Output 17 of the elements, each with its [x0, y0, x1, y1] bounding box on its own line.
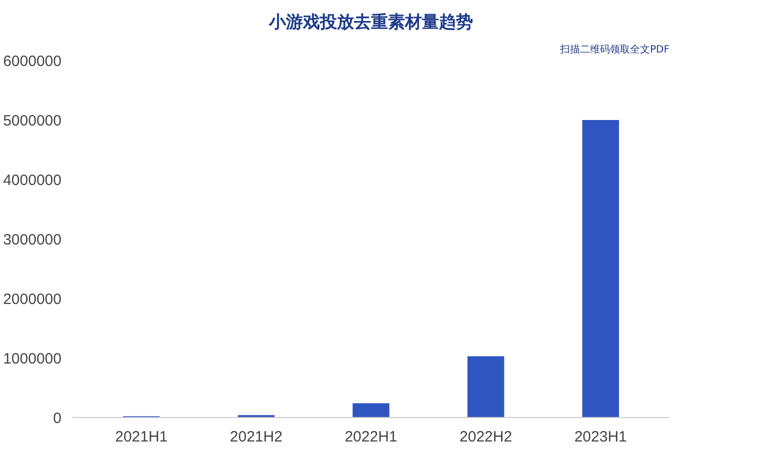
x-tick-label: 2021H2: [230, 428, 282, 446]
bar: [467, 356, 504, 418]
x-tick-label: 2022H1: [344, 428, 398, 446]
y-tick-label: 2000000: [3, 291, 62, 308]
y-tick-label: 4000000: [3, 172, 62, 189]
y-tick-label: 6000000: [3, 53, 62, 70]
x-tick-label: 2023H1: [574, 428, 627, 446]
y-tick-label: 3000000: [3, 232, 62, 248]
y-tick-label: 1000000: [3, 350, 62, 368]
y-tick-label: 0: [53, 410, 62, 427]
bar: [582, 120, 619, 418]
bar: [352, 403, 390, 418]
chart-title: 小游戏投放去重素材量趋势: [268, 12, 473, 32]
x-tick-label: 2022H2: [460, 428, 512, 446]
text: 扫描二维码领取全文PDF: [559, 44, 670, 56]
x-tick-label: 2021H1: [115, 428, 168, 446]
y-tick-label: 5000000: [3, 112, 62, 130]
